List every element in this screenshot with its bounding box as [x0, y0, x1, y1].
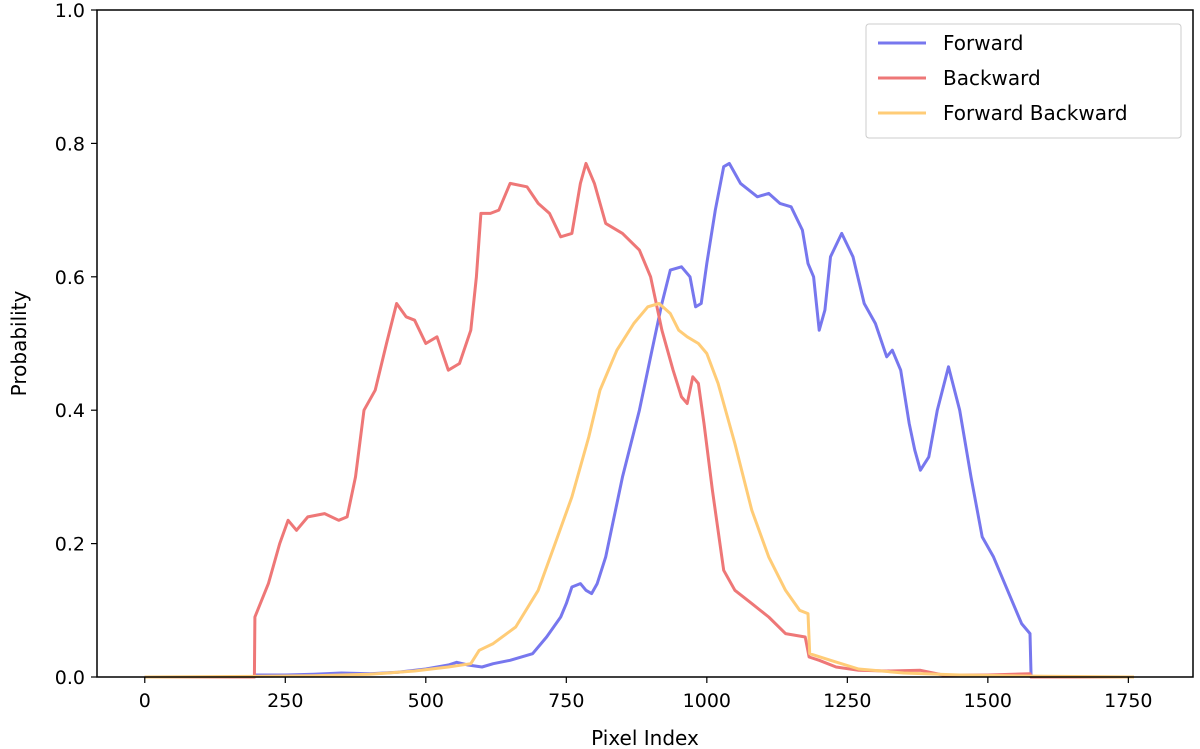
x-tick-label: 750 — [548, 690, 584, 712]
y-tick-label: 0.4 — [55, 400, 85, 422]
series-line-0 — [144, 161, 1134, 679]
x-axis-ticks: 0 250 500 750 1000 1250 1500 1750 — [139, 677, 1153, 712]
legend-label: Forward Backward — [943, 101, 1128, 125]
legend-items: Forward Backward Forward Backward — [878, 31, 1128, 125]
series-layer — [144, 161, 1135, 679]
legend: Forward Backward Forward Backward — [865, 23, 1182, 139]
y-tick-label: 0.2 — [55, 534, 85, 556]
x-tick-label: 250 — [267, 690, 303, 712]
y-axis-ticks: 0.0 0.2 0.4 0.6 0.8 1.0 — [55, 0, 97, 689]
y-tick-label: 0.0 — [55, 667, 85, 689]
y-tick-label: 1.0 — [55, 0, 85, 22]
x-tick-label: 0 — [139, 690, 151, 712]
y-tick-label: 0.8 — [55, 133, 85, 155]
legend-label: Forward — [943, 31, 1023, 55]
x-tick-label: 1250 — [823, 690, 871, 712]
y-tick-label: 0.6 — [55, 267, 85, 289]
x-tick-label: 1750 — [1104, 690, 1152, 712]
x-tick-label: 1500 — [964, 690, 1012, 712]
legend-box — [865, 23, 1182, 139]
legend-label: Backward — [943, 66, 1041, 90]
x-axis-label: Pixel Index — [591, 726, 699, 749]
plot-frame — [96, 9, 1194, 678]
x-tick-label: 500 — [408, 690, 444, 712]
series-line-2 — [144, 302, 1135, 679]
x-tick-label: 1000 — [683, 690, 731, 712]
y-axis-label: Probability — [7, 290, 31, 396]
axes-layer — [96, 9, 1194, 678]
series-line-1 — [144, 161, 1134, 679]
